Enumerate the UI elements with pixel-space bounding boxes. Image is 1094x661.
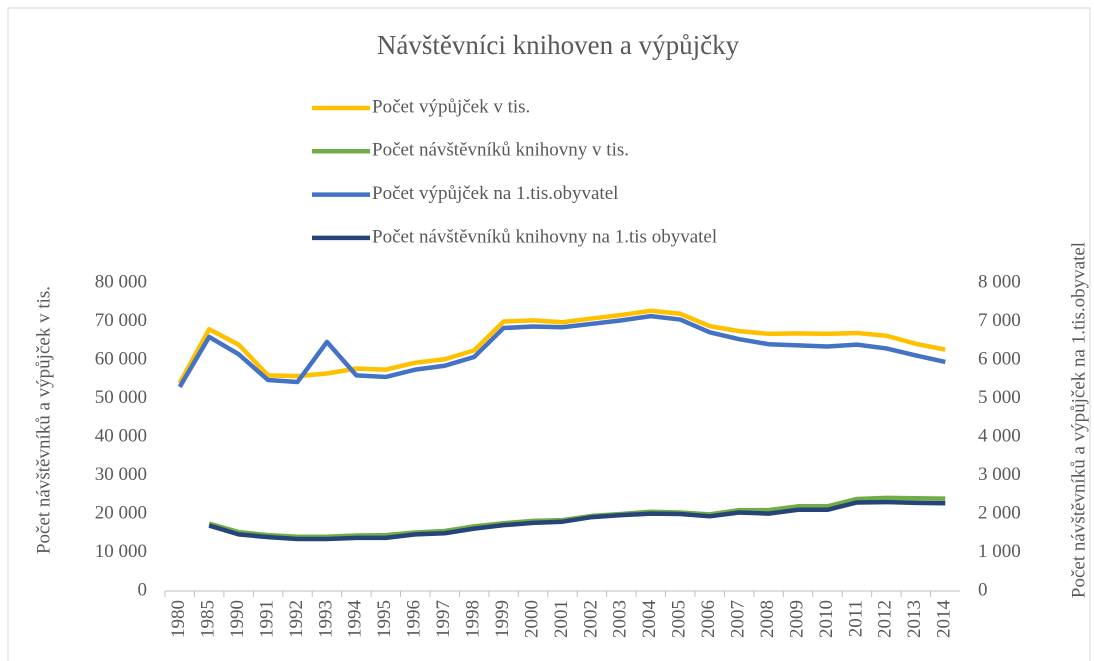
x-tick-label: 2000 xyxy=(521,600,542,638)
legend-label: Počet návštěvníků knihovny v tis. xyxy=(372,140,629,161)
y2-axis-title: Počet návštěvníků a výpůjček na 1.tis.ob… xyxy=(1068,242,1089,598)
x-tick-label: 2007 xyxy=(728,600,749,638)
x-tick-label: 1998 xyxy=(463,600,484,638)
x-tick-label: 1990 xyxy=(227,600,248,638)
y-tick-label: 60 000 xyxy=(95,348,147,369)
x-tick-label: 2008 xyxy=(757,600,778,638)
y-tick-label: 10 000 xyxy=(95,541,147,562)
y-tick-label: 40 000 xyxy=(95,425,147,446)
legend-label: Počet návštěvníků knihovny na 1.tis obyv… xyxy=(372,226,717,247)
series-line xyxy=(208,499,946,542)
y2-tick-label: 8 000 xyxy=(978,271,1021,292)
y-axis-title: Počet návštěvníků a výpůjček v tis. xyxy=(33,286,54,554)
x-tick-label: 1980 xyxy=(168,600,189,638)
y-tick-label: 30 000 xyxy=(95,464,147,485)
y2-tick-label: 5 000 xyxy=(978,387,1021,408)
x-tick-label: 1999 xyxy=(492,600,513,638)
series-line xyxy=(177,313,946,389)
x-tick-label: 1991 xyxy=(256,600,277,638)
y-tick-label: 70 000 xyxy=(95,310,147,331)
x-tick-label: 2004 xyxy=(639,600,660,639)
y2-tick-label: 7 000 xyxy=(978,310,1021,331)
x-tick-label: 1992 xyxy=(286,600,307,638)
x-tick-label: 1997 xyxy=(433,600,454,638)
y-tick-label: 20 000 xyxy=(95,502,147,523)
legend-label: Počet výpůjček na 1.tis.obyvatel xyxy=(372,183,618,204)
y-tick-label: 50 000 xyxy=(95,387,147,408)
y2-tick-label: 3 000 xyxy=(978,464,1021,485)
chart-title: Návštěvníci knihoven a výpůjčky xyxy=(377,30,740,60)
x-tick-label: 2006 xyxy=(698,600,719,638)
x-tick-label: 1993 xyxy=(315,600,336,638)
y2-tick-label: 4 000 xyxy=(978,425,1021,446)
x-tick-label: 1985 xyxy=(198,600,219,638)
x-tick-label: 2014 xyxy=(934,600,955,639)
x-tick-label: 2010 xyxy=(816,600,837,638)
x-tick-label: 2011 xyxy=(845,600,866,637)
legend-label: Počet výpůjček v tis. xyxy=(372,96,530,117)
chart-border xyxy=(7,7,1091,661)
x-tick-label: 2005 xyxy=(669,600,690,638)
y-tick-label: 80 000 xyxy=(95,271,147,292)
x-tick-label: 2003 xyxy=(610,600,631,638)
y2-tick-label: 1 000 xyxy=(978,541,1021,562)
x-tick-label: 2012 xyxy=(875,600,896,638)
x-tick-label: 2013 xyxy=(904,600,925,638)
y2-tick-label: 0 xyxy=(978,579,988,600)
x-tick-label: 2002 xyxy=(580,600,601,638)
x-tick-label: 2001 xyxy=(551,600,572,638)
x-tick-label: 1996 xyxy=(404,600,425,638)
x-tick-label: 1994 xyxy=(345,600,366,639)
y-tick-label: 0 xyxy=(138,579,148,600)
series-line xyxy=(177,308,946,385)
y2-tick-label: 2 000 xyxy=(978,502,1021,523)
x-tick-label: 2009 xyxy=(786,600,807,638)
y2-tick-label: 6 000 xyxy=(978,348,1021,369)
x-tick-label: 1995 xyxy=(374,600,395,638)
